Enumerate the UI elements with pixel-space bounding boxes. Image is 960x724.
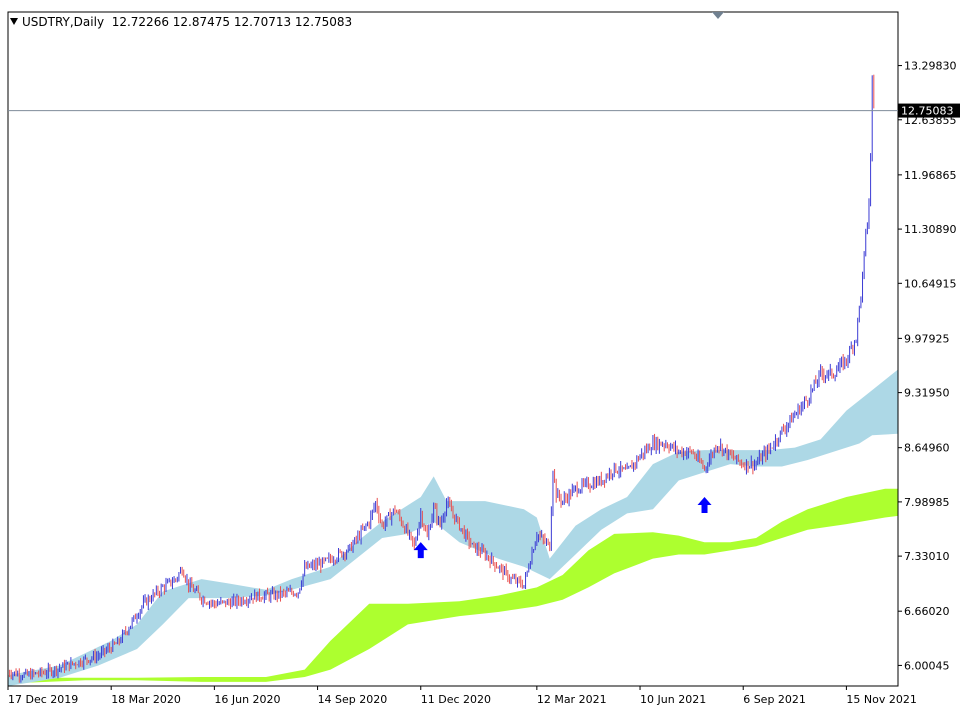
y-tick-label: 6.00045	[904, 659, 950, 672]
x-tick-label: 18 Mar 2020	[111, 693, 181, 706]
y-tick-label: 9.31950	[904, 387, 950, 400]
cloud-a	[8, 369, 898, 686]
chart-title: USDTRY,Daily 12.72266 12.87475 12.70713 …	[10, 15, 352, 29]
x-tick-label: 6 Sep 2021	[743, 693, 806, 706]
y-tick-label: 7.98985	[904, 496, 950, 509]
y-tick-label: 10.64915	[904, 277, 957, 290]
y-tick-label: 7.33010	[904, 550, 950, 563]
y-tick-label: 6.66020	[904, 605, 950, 618]
x-tick-label: 15 Nov 2021	[846, 693, 916, 706]
x-tick-label: 14 Sep 2020	[318, 693, 388, 706]
y-tick-label: 11.30890	[904, 223, 957, 236]
buy-arrow-icon	[413, 542, 428, 559]
y-tick-label: 8.64960	[904, 442, 950, 455]
buy-arrow-icon	[697, 496, 712, 513]
x-tick-label: 11 Dec 2020	[421, 693, 491, 706]
current-price-badge	[898, 103, 960, 118]
x-tick-label: 17 Dec 2019	[8, 693, 78, 706]
y-tick-label: 9.97925	[904, 332, 950, 345]
x-tick-label: 10 Jun 2021	[640, 693, 706, 706]
current-price-label: 12.75083	[901, 105, 954, 118]
dropdown-triangle-icon[interactable]	[10, 18, 18, 25]
cloud-b	[8, 488, 898, 684]
x-tick-label: 16 Jun 2020	[214, 693, 280, 706]
y-tick-label: 11.96865	[904, 169, 957, 182]
y-tick-label: 13.29830	[904, 60, 957, 73]
ohlc-label: 12.72266 12.87475 12.70713 12.75083	[111, 15, 353, 29]
symbol-label: USDTRY,Daily	[22, 15, 105, 29]
plot-frame	[7, 11, 899, 687]
shift-marker-icon	[712, 12, 724, 19]
x-tick-label: 12 Mar 2021	[537, 693, 607, 706]
